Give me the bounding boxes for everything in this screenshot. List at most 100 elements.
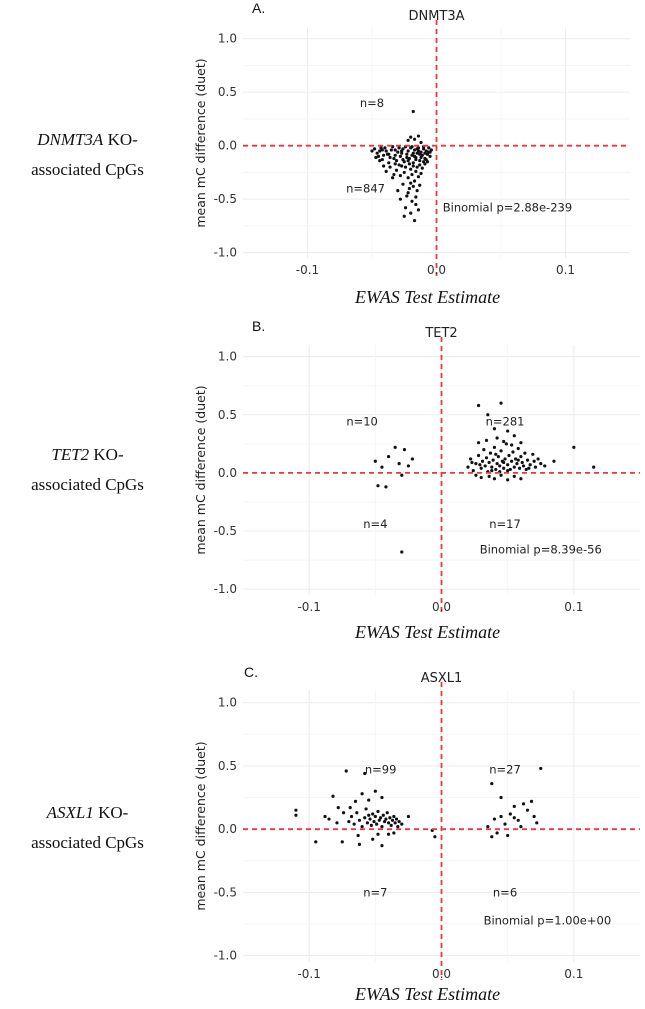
data-point	[491, 458, 495, 462]
data-point	[410, 145, 414, 149]
data-point	[378, 149, 382, 153]
data-point	[400, 164, 404, 168]
row-line2-tet2: associated CpGs	[31, 475, 144, 494]
data-point	[479, 466, 483, 470]
data-point	[466, 465, 470, 469]
y-tick-label: 0.5	[218, 408, 237, 422]
data-point	[384, 485, 388, 489]
data-point	[314, 840, 318, 844]
data-point	[374, 155, 378, 160]
data-point	[418, 159, 422, 163]
y-tick-label: 0.5	[218, 759, 237, 773]
data-point	[476, 453, 481, 458]
data-point	[424, 157, 428, 162]
data-point	[388, 165, 392, 169]
data-point	[502, 466, 506, 470]
data-point	[503, 822, 507, 826]
data-point	[381, 813, 385, 817]
data-point	[409, 167, 413, 171]
data-points	[373, 401, 596, 554]
data-point	[392, 831, 396, 835]
y-axis-label: mean mC difference (duet)	[193, 385, 208, 554]
data-point	[529, 799, 534, 803]
data-point	[411, 109, 415, 114]
data-point	[552, 459, 556, 463]
data-points	[294, 766, 543, 848]
data-point	[506, 833, 510, 838]
y-tick-label: -1.0	[214, 582, 237, 596]
annotation: n=847	[346, 181, 385, 195]
data-point	[409, 211, 413, 215]
data-point	[411, 161, 415, 165]
data-point	[384, 169, 388, 173]
annotation: Binomial p=2.88e-239	[443, 201, 572, 215]
data-point	[382, 153, 386, 157]
data-point	[400, 149, 404, 153]
data-point	[407, 162, 412, 166]
data-point	[418, 163, 422, 167]
data-point	[355, 811, 359, 815]
data-point	[367, 813, 371, 817]
data-point	[406, 176, 410, 180]
data-point	[494, 467, 498, 472]
data-point	[347, 819, 351, 824]
annotation: Binomial p=8.39e-56	[480, 543, 602, 557]
y-tick-label: -0.5	[214, 524, 237, 538]
data-point	[498, 464, 502, 468]
data-point	[412, 154, 417, 158]
data-point	[378, 159, 382, 163]
data-point	[532, 814, 536, 819]
data-point	[410, 199, 414, 203]
data-point	[393, 153, 397, 157]
data-point	[512, 804, 516, 808]
data-point	[294, 808, 298, 812]
data-point	[382, 819, 387, 824]
data-point	[396, 150, 400, 154]
x-tick-label: 0.1	[556, 263, 575, 277]
data-point	[427, 146, 431, 150]
data-point	[375, 151, 379, 155]
data-point	[412, 148, 417, 152]
data-point	[484, 456, 489, 460]
data-point	[327, 817, 331, 821]
data-point	[380, 465, 384, 469]
data-point	[409, 181, 413, 185]
x-tick-label: -0.1	[297, 600, 320, 614]
data-point	[357, 818, 362, 822]
data-point	[356, 833, 360, 838]
data-point	[405, 155, 409, 160]
annotation: n=4	[363, 517, 387, 531]
panel-letter-c: C.	[244, 664, 258, 680]
data-point	[380, 825, 384, 829]
data-point	[478, 463, 482, 467]
data-point	[398, 197, 402, 201]
x-tick-label: -0.1	[297, 967, 320, 981]
data-point	[386, 455, 391, 459]
data-point	[373, 789, 377, 793]
x-tick-label: 0.1	[564, 967, 583, 981]
data-point	[539, 766, 543, 771]
data-point	[416, 149, 421, 153]
data-point	[377, 818, 381, 822]
x-tick-label: 0.0	[432, 600, 451, 614]
data-point	[389, 823, 393, 827]
data-point	[380, 148, 384, 152]
data-point	[406, 464, 411, 468]
data-point	[405, 194, 409, 198]
data-point	[412, 137, 417, 141]
data-point	[474, 473, 478, 477]
data-point	[386, 832, 391, 836]
data-point	[400, 822, 404, 826]
data-point	[512, 474, 516, 478]
data-point	[490, 835, 494, 839]
data-point	[401, 182, 405, 186]
data-point	[416, 134, 421, 138]
data-point	[341, 811, 346, 815]
y-tick-label: 0.5	[218, 85, 237, 99]
data-point	[335, 821, 339, 825]
data-point	[393, 148, 397, 152]
data-point	[480, 459, 485, 463]
data-point	[370, 149, 374, 153]
data-point	[406, 814, 411, 819]
